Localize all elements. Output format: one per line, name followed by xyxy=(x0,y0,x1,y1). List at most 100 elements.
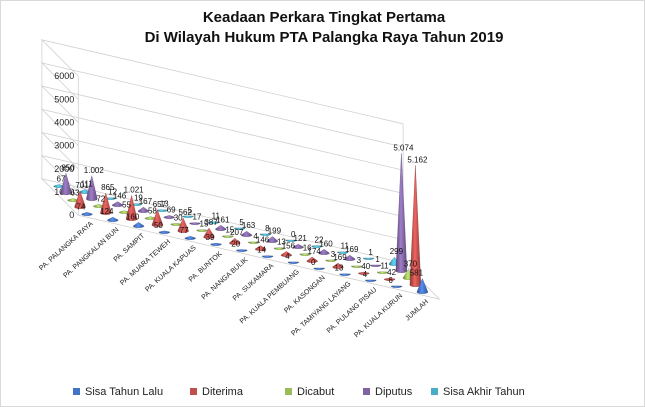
cone-diputus xyxy=(86,175,98,201)
data-label: 169 xyxy=(333,253,347,262)
data-label: 299 xyxy=(390,247,404,256)
cone-diterima xyxy=(332,262,344,269)
cone-body xyxy=(325,259,337,262)
cone-diputus xyxy=(240,231,253,237)
cone-sisa-akhir-tahun xyxy=(285,239,297,242)
data-label: 72 xyxy=(96,194,105,203)
cone-diterima xyxy=(177,217,189,233)
legend-label: Diputus xyxy=(375,386,413,398)
cone-dicabut xyxy=(247,241,260,244)
cone-body xyxy=(233,227,246,230)
cone-body xyxy=(247,241,260,244)
data-label: 174 xyxy=(308,247,322,256)
legend-swatch xyxy=(363,388,370,395)
data-label: 4 xyxy=(285,252,290,261)
data-label: 39 xyxy=(206,233,215,242)
chart-title-line-2: Di Wilayah Hukum PTA Palangka Raya Tahun… xyxy=(145,29,504,46)
data-label: 1.021 xyxy=(124,185,145,194)
cone-body xyxy=(358,271,370,275)
cone-sisa-akhir-tahun xyxy=(208,221,220,224)
cone-body xyxy=(236,249,248,252)
cone-body xyxy=(332,262,344,269)
legend-swatch xyxy=(285,388,292,395)
cone-body xyxy=(229,238,241,245)
cone-body xyxy=(383,277,396,281)
cone-diputus xyxy=(266,236,279,243)
cone-body xyxy=(365,279,377,282)
cone-body xyxy=(107,216,119,222)
data-label: 55 xyxy=(122,201,131,210)
data-label: 701 xyxy=(75,181,89,190)
cone-diputus xyxy=(318,249,330,255)
cone-dicabut xyxy=(351,265,363,268)
cone-sisa-akhir-tahun xyxy=(259,233,272,236)
chart-title-line-1: Keadaan Perkara Tingkat Pertama xyxy=(203,9,446,26)
data-label: 370 xyxy=(404,259,418,268)
legend-label: Diterima xyxy=(202,386,244,398)
cone-body xyxy=(203,227,215,239)
data-label: 1 xyxy=(368,248,373,257)
data-label: 30 xyxy=(174,213,183,222)
data-label: 16 xyxy=(303,244,312,253)
data-label: 20 xyxy=(231,240,240,249)
data-label: 562 xyxy=(179,208,193,217)
data-label: 160 xyxy=(126,212,140,221)
cone-sisa-akhir-tahun xyxy=(362,257,375,260)
cone-diputus xyxy=(215,225,227,231)
cone-sisa-akhir-tahun xyxy=(337,251,349,254)
category-label: PA. PANGKALAN BUN xyxy=(62,226,120,279)
cone-body xyxy=(337,251,349,254)
cone-sisa-tahun-lalu xyxy=(210,242,222,246)
cone-body xyxy=(163,215,175,219)
cone-sisa-akhir-tahun xyxy=(182,215,194,218)
cone-body xyxy=(182,215,194,218)
data-label: 13 xyxy=(160,200,169,209)
cone-diputus xyxy=(395,153,408,273)
cone-diterima xyxy=(229,238,241,245)
legend-swatch xyxy=(73,388,80,395)
data-label: 1 xyxy=(375,255,380,264)
data-label: 169 xyxy=(345,245,359,254)
data-label: 3 xyxy=(331,250,336,259)
cone-diterima xyxy=(358,271,370,275)
cone-sisa-tahun-lalu xyxy=(184,236,196,240)
cone-body xyxy=(369,264,382,267)
cone-dicabut xyxy=(299,253,311,256)
cone-sisa-akhir-tahun xyxy=(233,227,246,230)
cone-diterima xyxy=(306,256,318,263)
cone-body xyxy=(376,271,389,274)
floor-outline xyxy=(78,214,441,300)
cone-body xyxy=(362,257,375,260)
data-label: 5.162 xyxy=(407,155,428,164)
data-label: 0 xyxy=(311,258,316,267)
gridline-3000 xyxy=(40,108,404,194)
cone-body xyxy=(158,230,171,234)
cone-dicabut xyxy=(222,235,234,238)
cone-body xyxy=(344,254,356,261)
cone-body xyxy=(196,229,208,232)
legend-item: Sisa Tahun Lalu xyxy=(73,386,163,398)
data-label: 111 xyxy=(81,179,94,188)
legend-item: Sisa Akhir Tahun xyxy=(431,386,525,398)
cone-sisa-tahun-lalu xyxy=(339,273,351,276)
data-label: 13 xyxy=(277,238,286,247)
cone-body xyxy=(318,249,330,255)
cone-sisa-tahun-lalu xyxy=(132,222,145,228)
gridline-4000 xyxy=(40,85,404,171)
category-label: PA. KUALA PEMBUANG xyxy=(239,268,301,325)
legend-swatch xyxy=(190,388,197,395)
cone-body xyxy=(351,265,363,268)
cone-diterima xyxy=(203,227,215,239)
cone-body xyxy=(311,245,323,248)
data-label: 581 xyxy=(410,269,424,278)
cone-sisa-tahun-lalu xyxy=(158,230,171,234)
data-label: 63 xyxy=(71,189,80,198)
cone-sisa-akhir-tahun xyxy=(311,245,323,248)
cone-dicabut xyxy=(273,247,286,250)
cone-body xyxy=(259,233,272,236)
cone-sisa-tahun-lalu xyxy=(365,279,377,282)
data-label: 69 xyxy=(167,205,176,214)
cone-dicabut xyxy=(376,271,389,274)
data-label: 146 xyxy=(113,192,127,201)
